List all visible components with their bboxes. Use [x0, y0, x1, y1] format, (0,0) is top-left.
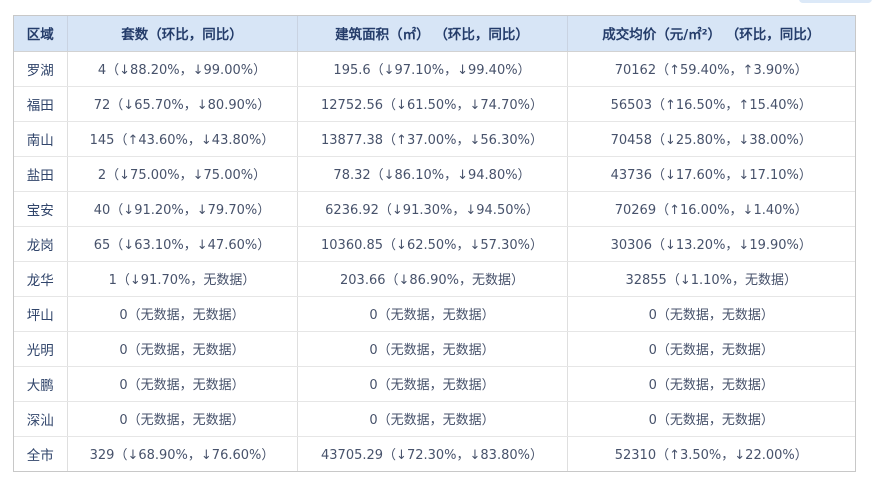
table-row: 龙华 1（↓91.70%，无数据） 203.66（↓86.90%，无数据） 32855… — [14, 261, 855, 297]
price-cell: 52310（↑3.50%，↓22.00%） — [614, 448, 808, 464]
units-cell: 40（↓91.20%，↓79.70%） — [67, 191, 298, 227]
region-cell: 罗湖 — [14, 51, 68, 87]
column-header-area: 建筑面积（㎡） （环比，同比） — [297, 16, 568, 52]
price-cell: 32855（↓1.10%，无数据） — [567, 261, 855, 297]
units-cell: 0（无数据，无数据） — [67, 296, 298, 332]
table-row: 福田 72（↓65.70%，↓80.90%） 12752.56（↓61.50%，↓7… — [14, 86, 855, 122]
region-cell: 盐田 — [14, 156, 68, 192]
region-cell: 大鹏 — [14, 366, 68, 402]
area-cell: 10360.85（↓62.50%，↓57.30%） — [297, 226, 568, 262]
table-row: 深汕 0（无数据，无数据） 0（无数据，无数据） 0（无数据，无数据） — [14, 401, 855, 437]
table-row: 宝安 40（↓91.20%，↓79.70%） 6236.92（↓91.30%，↓94… — [14, 191, 855, 227]
column-header-region: 区域 — [14, 16, 68, 52]
price-cell: 43736（↓17.60%，↓17.10%） — [567, 156, 855, 192]
table-row: 大鹏 0（无数据，无数据） 0（无数据，无数据） 0（无数据，无数据） — [14, 366, 855, 402]
cutoff-button[interactable] — [799, 0, 872, 3]
table-row: 坪山 0（无数据，无数据） 0（无数据，无数据） 0（无数据，无数据） — [14, 296, 855, 332]
units-cell: 0（无数据，无数据） — [67, 331, 298, 367]
area-cell: 43705.29（↓72.30%，↓83.80%） — [297, 436, 568, 471]
table-body: 罗湖 4（↓88.20%，↓99.00%） 195.6（↓97.10%，↓99.40… — [14, 51, 855, 471]
units-cell: 4（↓88.20%，↓99.00%） — [67, 51, 298, 87]
transactions-table-container: 区域 套数（环比，同比） 建筑面积（㎡） （环比，同比） 成交均价（元/㎡²） … — [13, 15, 856, 472]
units-cell: 329（↓68.90%，↓76.60%） — [67, 436, 298, 471]
region-cell: 深汕 — [14, 401, 68, 437]
area-cell: 203.66（↓86.90%，无数据） — [297, 261, 568, 297]
region-cell: 福田 — [14, 86, 68, 122]
units-cell: 72（↓65.70%，↓80.90%） — [67, 86, 298, 122]
table-header: 区域 套数（环比，同比） 建筑面积（㎡） （环比，同比） 成交均价（元/㎡²） … — [14, 16, 855, 52]
column-header-price: 成交均价（元/㎡²） （环比，同比） — [567, 16, 855, 52]
price-cell: 70458（↓25.80%，↓38.00%） — [567, 121, 855, 157]
table-row: 罗湖 4（↓88.20%，↓99.00%） 195.6（↓97.10%，↓99.40… — [14, 51, 855, 87]
area-cell: 0（无数据，无数据） — [297, 401, 568, 437]
price-cell: 30306（↓13.20%，↓19.90%） — [567, 226, 855, 262]
units-cell: 65（↓63.10%，↓47.60%） — [67, 226, 298, 262]
units-cell: 0（无数据，无数据） — [67, 366, 298, 402]
region-cell: 全市 — [14, 436, 68, 471]
table-row: 盐田 2（↓75.00%，↓75.00%） 78.32（↓86.10%，↓94.80… — [14, 156, 855, 192]
column-header-units: 套数（环比，同比） — [67, 16, 298, 52]
transactions-table: 区域 套数（环比，同比） 建筑面积（㎡） （环比，同比） 成交均价（元/㎡²） … — [14, 16, 855, 471]
area-cell: 195.6（↓97.10%，↓99.40%） — [297, 51, 568, 87]
region-cell: 宝安 — [14, 191, 68, 227]
table-row: 光明 0（无数据，无数据） 0（无数据，无数据） 0（无数据，无数据） — [14, 331, 855, 367]
area-cell: 13877.38（↑37.00%，↓56.30%） — [297, 121, 568, 157]
area-cell: 6236.92（↓91.30%，↓94.50%） — [297, 191, 568, 227]
region-cell: 南山 — [14, 121, 68, 157]
price-cell: 0（无数据，无数据） — [567, 296, 855, 332]
price-cell: 0（无数据，无数据） — [567, 331, 855, 367]
price-cell: 0（无数据，无数据） — [567, 366, 855, 402]
region-cell: 龙华 — [14, 261, 68, 297]
table-row: 全市 329（↓68.90%，↓76.60%） 43705.29（↓72.30%，↓… — [14, 436, 855, 471]
units-cell: 0（无数据，无数据） — [67, 401, 298, 437]
units-cell: 145（↑43.60%，↓43.80%） — [67, 121, 298, 157]
units-cell: 2（↓75.00%，↓75.00%） — [67, 156, 298, 192]
header-row: 区域 套数（环比，同比） 建筑面积（㎡） （环比，同比） 成交均价（元/㎡²） … — [14, 16, 855, 52]
area-cell: 78.32（↓86.10%，↓94.80%） — [297, 156, 568, 192]
units-cell: 1（↓91.70%，无数据） — [67, 261, 298, 297]
price-cell: 70269（↑16.00%，↓1.40%） — [567, 191, 855, 227]
region-cell: 龙岗 — [14, 226, 68, 262]
area-cell: 0（无数据，无数据） — [297, 331, 568, 367]
price-cell: 0（无数据，无数据） — [567, 401, 855, 437]
table-row: 南山 145（↑43.60%，↓43.80%） 13877.38（↑37.00%，↓… — [14, 121, 855, 157]
table-row: 龙岗 65（↓63.10%，↓47.60%） 10360.85（↓62.50%，↓5… — [14, 226, 855, 262]
price-cell: 70162（↑59.40%，↑3.90%） — [567, 51, 855, 87]
region-cell: 坪山 — [14, 296, 68, 332]
price-cell: 56503（↑16.50%，↑15.40%） — [567, 86, 855, 122]
area-cell: 0（无数据，无数据） — [297, 366, 568, 402]
area-cell: 12752.56（↓61.50%，↓74.70%） — [297, 86, 568, 122]
area-cell: 0（无数据，无数据） — [297, 296, 568, 332]
region-cell: 光明 — [14, 331, 68, 367]
